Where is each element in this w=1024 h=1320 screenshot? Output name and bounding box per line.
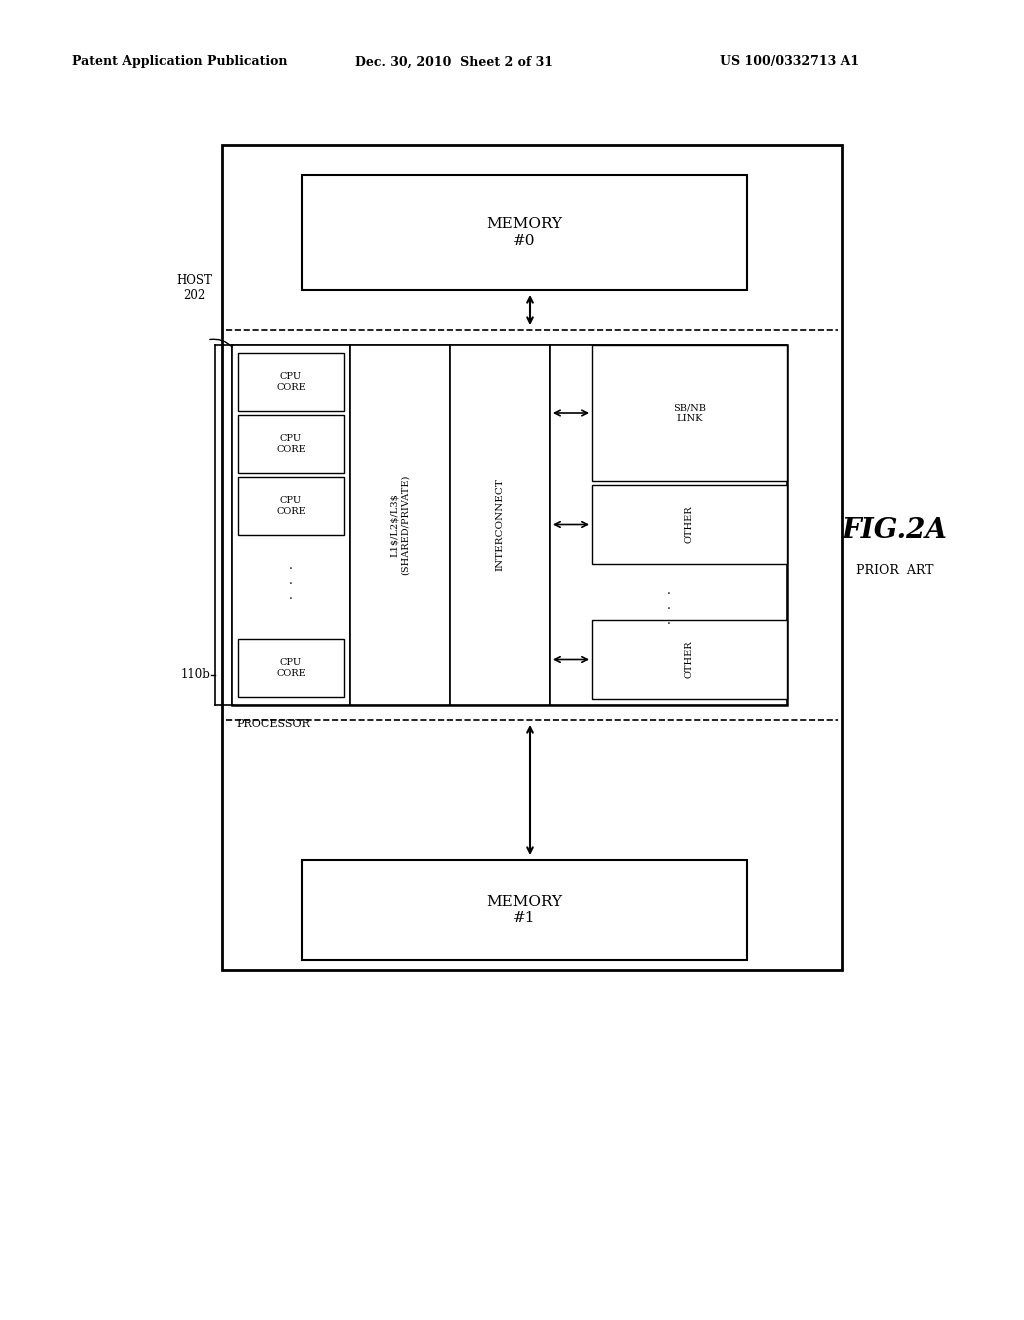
Text: MEMORY
#0: MEMORY #0 [486, 218, 562, 248]
Text: HOST
202: HOST 202 [176, 275, 212, 302]
Text: OTHER: OTHER [685, 506, 694, 544]
Text: OTHER: OTHER [685, 640, 694, 678]
Bar [238, 352, 344, 411]
Bar [232, 345, 350, 705]
Bar [592, 620, 787, 700]
Text: INTERCONNECT: INTERCONNECT [496, 479, 505, 572]
Text: .
.
.: . . . [289, 558, 293, 602]
Bar [550, 345, 787, 705]
Text: PRIOR  ART: PRIOR ART [856, 564, 934, 577]
Bar [238, 477, 344, 535]
Bar [238, 414, 344, 473]
Bar [592, 484, 787, 564]
Bar [302, 176, 746, 290]
Bar [232, 345, 787, 705]
Text: Patent Application Publication: Patent Application Publication [72, 55, 288, 69]
Text: CPU
CORE: CPU CORE [276, 496, 306, 516]
Bar [302, 861, 746, 960]
Text: 110b: 110b [181, 668, 211, 681]
Text: PROCESSOR: PROCESSOR [236, 719, 310, 729]
Text: CPU
CORE: CPU CORE [276, 372, 306, 392]
Text: CPU
CORE: CPU CORE [276, 434, 306, 454]
Text: FIG.2A: FIG.2A [842, 516, 948, 544]
Text: L1$/L2$/L3$
(SHARED/PRIVATE): L1$/L2$/L3$ (SHARED/PRIVATE) [390, 475, 410, 576]
Bar [450, 345, 550, 705]
Bar [592, 345, 787, 480]
Bar [350, 345, 450, 705]
Text: CPU
CORE: CPU CORE [276, 659, 306, 677]
Bar [222, 145, 842, 970]
Text: SB/NB
LINK: SB/NB LINK [673, 404, 706, 422]
Text: .
.
.: . . . [667, 583, 671, 627]
Text: Dec. 30, 2010  Sheet 2 of 31: Dec. 30, 2010 Sheet 2 of 31 [355, 55, 553, 69]
Text: MEMORY
#1: MEMORY #1 [486, 895, 562, 925]
Text: US 100/0332713 A1: US 100/0332713 A1 [720, 55, 859, 69]
Bar [238, 639, 344, 697]
